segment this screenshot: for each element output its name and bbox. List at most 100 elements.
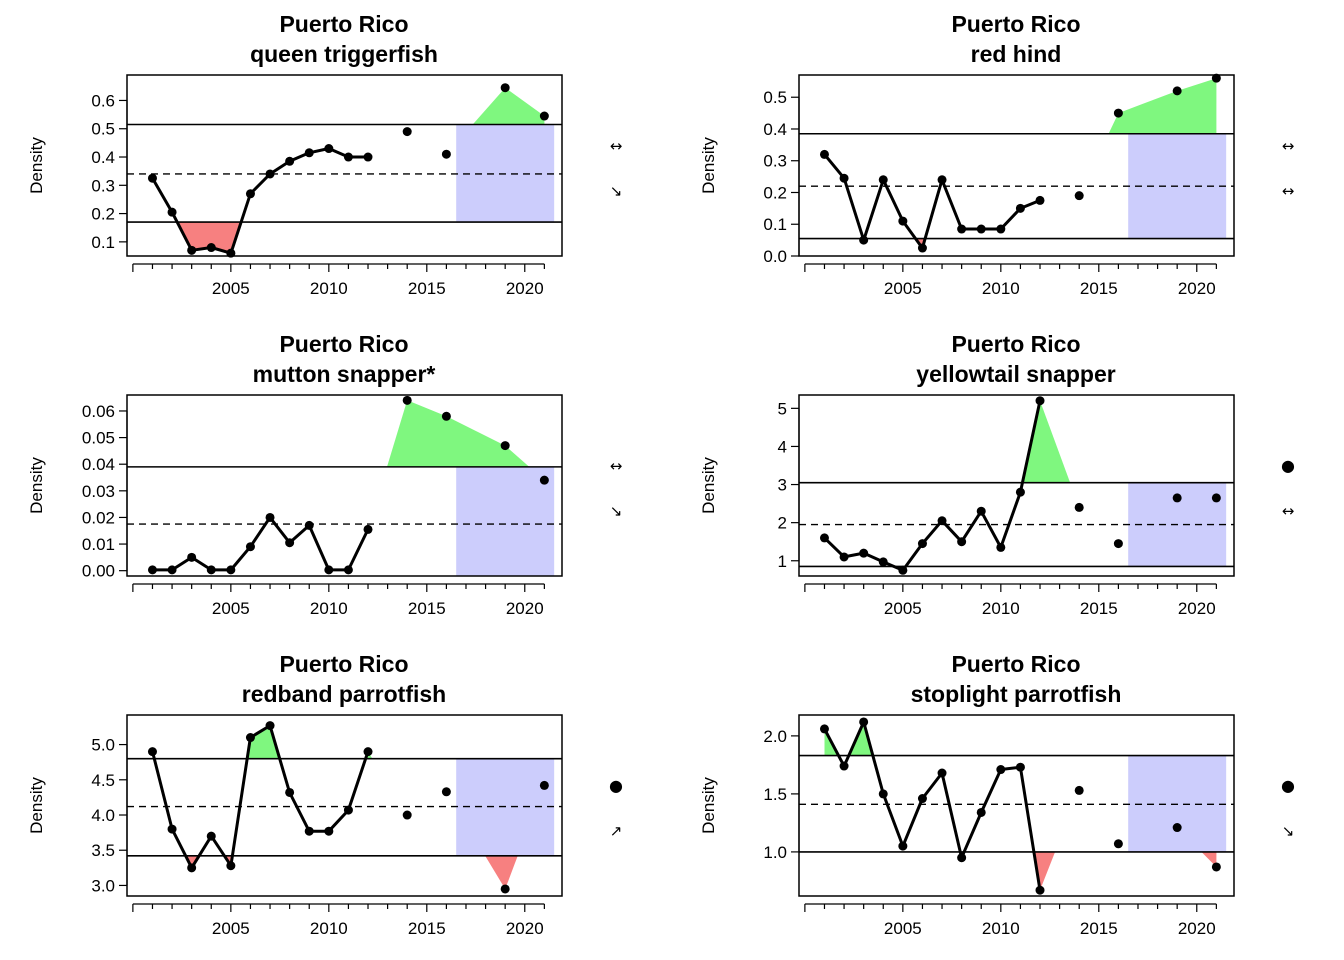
panel-3-subtitle: mutton snapper* [253,361,436,387]
panel-4-series-line [823,400,1042,572]
panel-6-short-term-trend-icon: ● [1281,776,1295,795]
panel-4-data-point [996,542,1006,552]
panel-2-x-tick-label: 2015 [1080,279,1118,298]
panel-6-data-point [1015,762,1025,772]
panel-1-data-point [363,152,373,162]
panel-2-data-point [976,224,986,234]
panel-1-data-point [285,156,295,166]
panel-4-data-point [937,516,947,526]
panel-4-data-point [1211,493,1221,503]
panel-1-short-term-trend-icon: ↔ [610,137,623,155]
panel-1-y-tick-label: 0.3 [91,176,115,195]
panel-5-data-point [265,721,275,731]
panel-5-data-point [500,884,510,894]
panel-6-data-point [1035,885,1045,895]
panel-1-y-tick-label: 0.2 [91,205,115,224]
panel-6-x-tick-label: 2005 [884,919,922,938]
panel-2-title: Puerto Rico [951,11,1080,37]
panel-5-long-term-trend-icon: ↗ [610,822,623,840]
panel-1-data-point [343,152,353,162]
panel-6-data-point [1074,785,1084,795]
panel-5-data-point [363,747,373,757]
panel-5-data-point [285,787,295,797]
panel-1-subtitle: queen triggerfish [250,41,438,67]
panel-1-data-point [441,149,451,159]
panel-2-data-point [839,173,849,183]
panel-1-data-point [206,243,216,253]
panel-1-above-shade [472,87,545,125]
panel-3-series-line [152,515,370,572]
panel-6-data-point [878,789,888,799]
panel-2: 0.0 0.1 0.2 0.3 0.4 0.5 2005 2010 2015 2020 Densit… [699,11,1294,298]
panel-2-data-point [1035,195,1045,205]
panel-2-data-point [957,224,967,234]
panel-6-data-point [1211,862,1221,872]
panel-3-y-tick-label: 0.03 [82,482,115,501]
panel-1-x-tick-label: 2015 [408,279,446,298]
panel-4-y-tick-label: 1 [778,552,787,571]
panel-3-y-tick-label: 0.06 [82,402,115,421]
panel-3-data-point [265,512,275,522]
panel-3: 0.00 0.01 0.02 0.03 0.04 0.05 0.06 2005 2010 2015… [27,331,622,618]
panel-6-x-tick-label: 2010 [982,919,1020,938]
panel-4-y-tick-label: 2 [778,514,787,533]
panel-4-long-term-trend-icon: ↔ [1282,502,1295,520]
panel-3-data-point [187,552,197,562]
panel-3-data-point [167,565,177,575]
panel-4-data-point [878,557,888,567]
panel-2-short-term-trend-icon: ↔ [1282,137,1295,155]
panel-6-subtitle: stoplight parrotfish [911,681,1122,707]
panel-5-x-tick-label: 2005 [212,919,250,938]
panel-5-data-point [402,810,412,820]
panel-1-data-point [539,111,549,121]
panel-6-x-tick-label: 2015 [1080,919,1118,938]
panel-3-data-point [539,475,549,485]
panel-4-x-tick-label: 2015 [1080,599,1118,618]
panel-4-x-tick-label: 2005 [884,599,922,618]
panel-1-recent-window [456,124,555,223]
panel-1-title: Puerto Rico [279,11,408,37]
panel-2-data-point [1074,191,1084,201]
panel-4-data-point [1172,493,1182,503]
panel-5-data-point [187,863,197,873]
panel-2-data-point [859,235,869,245]
panel-4-data-point [1035,396,1045,406]
panel-1-x-tick-label: 2010 [310,279,348,298]
panel-6-x-tick-label: 2020 [1178,919,1216,938]
panel-5-recent-window [456,758,555,856]
panel-1-data-point [265,169,275,179]
panel-4-data-point [898,565,908,575]
panel-1-below-shade [177,222,242,254]
panel-2-y-tick-label: 0.1 [763,215,787,234]
panel-5-y-tick-label: 4.5 [91,771,115,790]
panel-1-y-tick-label: 0.4 [91,148,115,167]
panel-3-data-point [304,520,314,530]
panel-5-data-point [304,826,314,836]
panel-1-data-point [500,83,510,93]
panel-2-data-point [1172,86,1182,96]
panel-4-subtitle: yellowtail snapper [916,361,1115,387]
panel-5-y-tick-label: 5.0 [91,736,115,755]
panel-2-series-line [823,153,1041,250]
panel-6-data-point [937,768,947,778]
panel-4-data-point [976,506,986,516]
panel-2-x-tick-label: 2020 [1178,279,1216,298]
panel-3-y-tick-label: 0.02 [82,508,115,527]
panel-1-plot-area [177,87,555,254]
panel-3-data-point [147,565,157,575]
panel-4-y-tick-label: 3 [778,476,787,495]
panel-3-above-shade [387,400,530,467]
panel-3-plot-area [387,400,555,576]
panel-4-data-point [819,533,829,543]
panel-2-above-shade [1108,78,1217,134]
panel-3-long-term-trend-icon: ↘ [610,502,623,520]
panel-5-y-tick-label: 3.0 [91,876,115,895]
panel-1-y-tick-label: 0.6 [91,91,115,110]
panel-3-data-point [343,565,353,575]
panel-3-data-point [324,565,334,575]
panel-2-data-point [996,224,1006,234]
panel-2-data-point [917,243,927,253]
panel-2-y-tick-label: 0.3 [763,152,787,171]
panel-1-data-point [187,245,197,255]
